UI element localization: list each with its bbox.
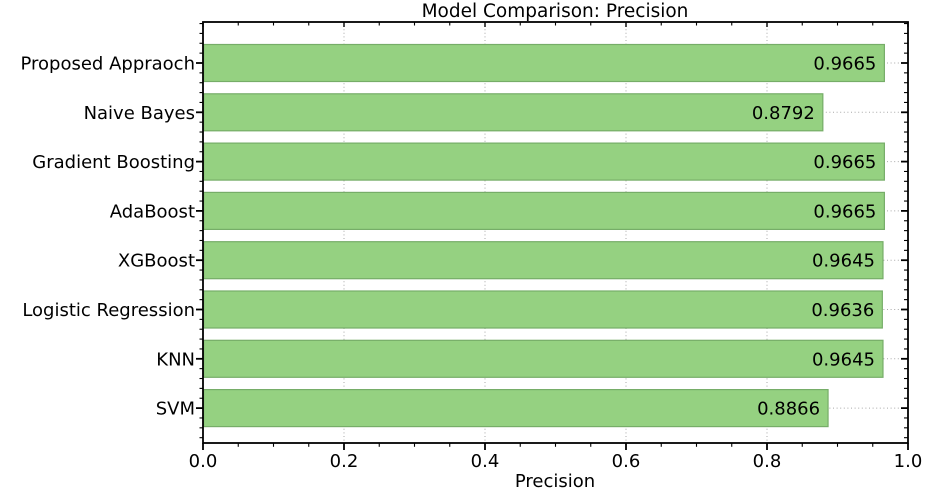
bar-value-label: 0.9665 xyxy=(813,201,876,222)
bar-value-label: 0.9645 xyxy=(812,251,875,272)
x-tick-label: 0.0 xyxy=(189,451,218,472)
bar xyxy=(203,43,885,83)
plot-frame xyxy=(202,21,909,444)
bar xyxy=(203,93,824,132)
bar-value-label: 0.9636 xyxy=(811,300,874,321)
y-tick-label: AdaBoost xyxy=(110,201,195,222)
bar xyxy=(203,142,885,181)
bar xyxy=(203,389,829,428)
bar-value-label: 0.9665 xyxy=(813,152,876,173)
y-tick-label: KNN xyxy=(156,349,195,370)
x-tick-label: 0.2 xyxy=(330,451,359,472)
x-axis-label: Precision xyxy=(515,471,595,492)
x-tick-label: 0.6 xyxy=(612,451,641,472)
x-tick-label: 1.0 xyxy=(894,451,923,472)
bar-value-label: 0.9665 xyxy=(813,54,876,75)
chart-title: Model Comparison: Precision xyxy=(422,1,689,22)
y-tick-label: Proposed Appraoch xyxy=(20,54,195,75)
plot-area: 0.9665 0.8792 0.9665 0.9665 0.9645 0.9636 0.96… xyxy=(20,21,923,472)
y-tick-label: Gradient Boosting xyxy=(32,152,195,173)
y-tick-label: Logistic Regression xyxy=(22,300,195,321)
x-tick-label: 0.4 xyxy=(471,451,500,472)
bar xyxy=(203,290,883,329)
bar-value-label: 0.9645 xyxy=(812,349,875,370)
bar xyxy=(203,241,884,280)
bar xyxy=(203,191,885,230)
y-tick-label: SVM xyxy=(156,399,195,420)
bar-value-label: 0.8792 xyxy=(752,103,815,124)
y-tick-label: Naive Bayes xyxy=(84,103,195,124)
x-tick-label: 0.8 xyxy=(753,451,782,472)
y-tick-label: XGBoost xyxy=(118,251,195,272)
bar-value-label: 0.8866 xyxy=(757,399,820,420)
bar xyxy=(203,339,884,378)
